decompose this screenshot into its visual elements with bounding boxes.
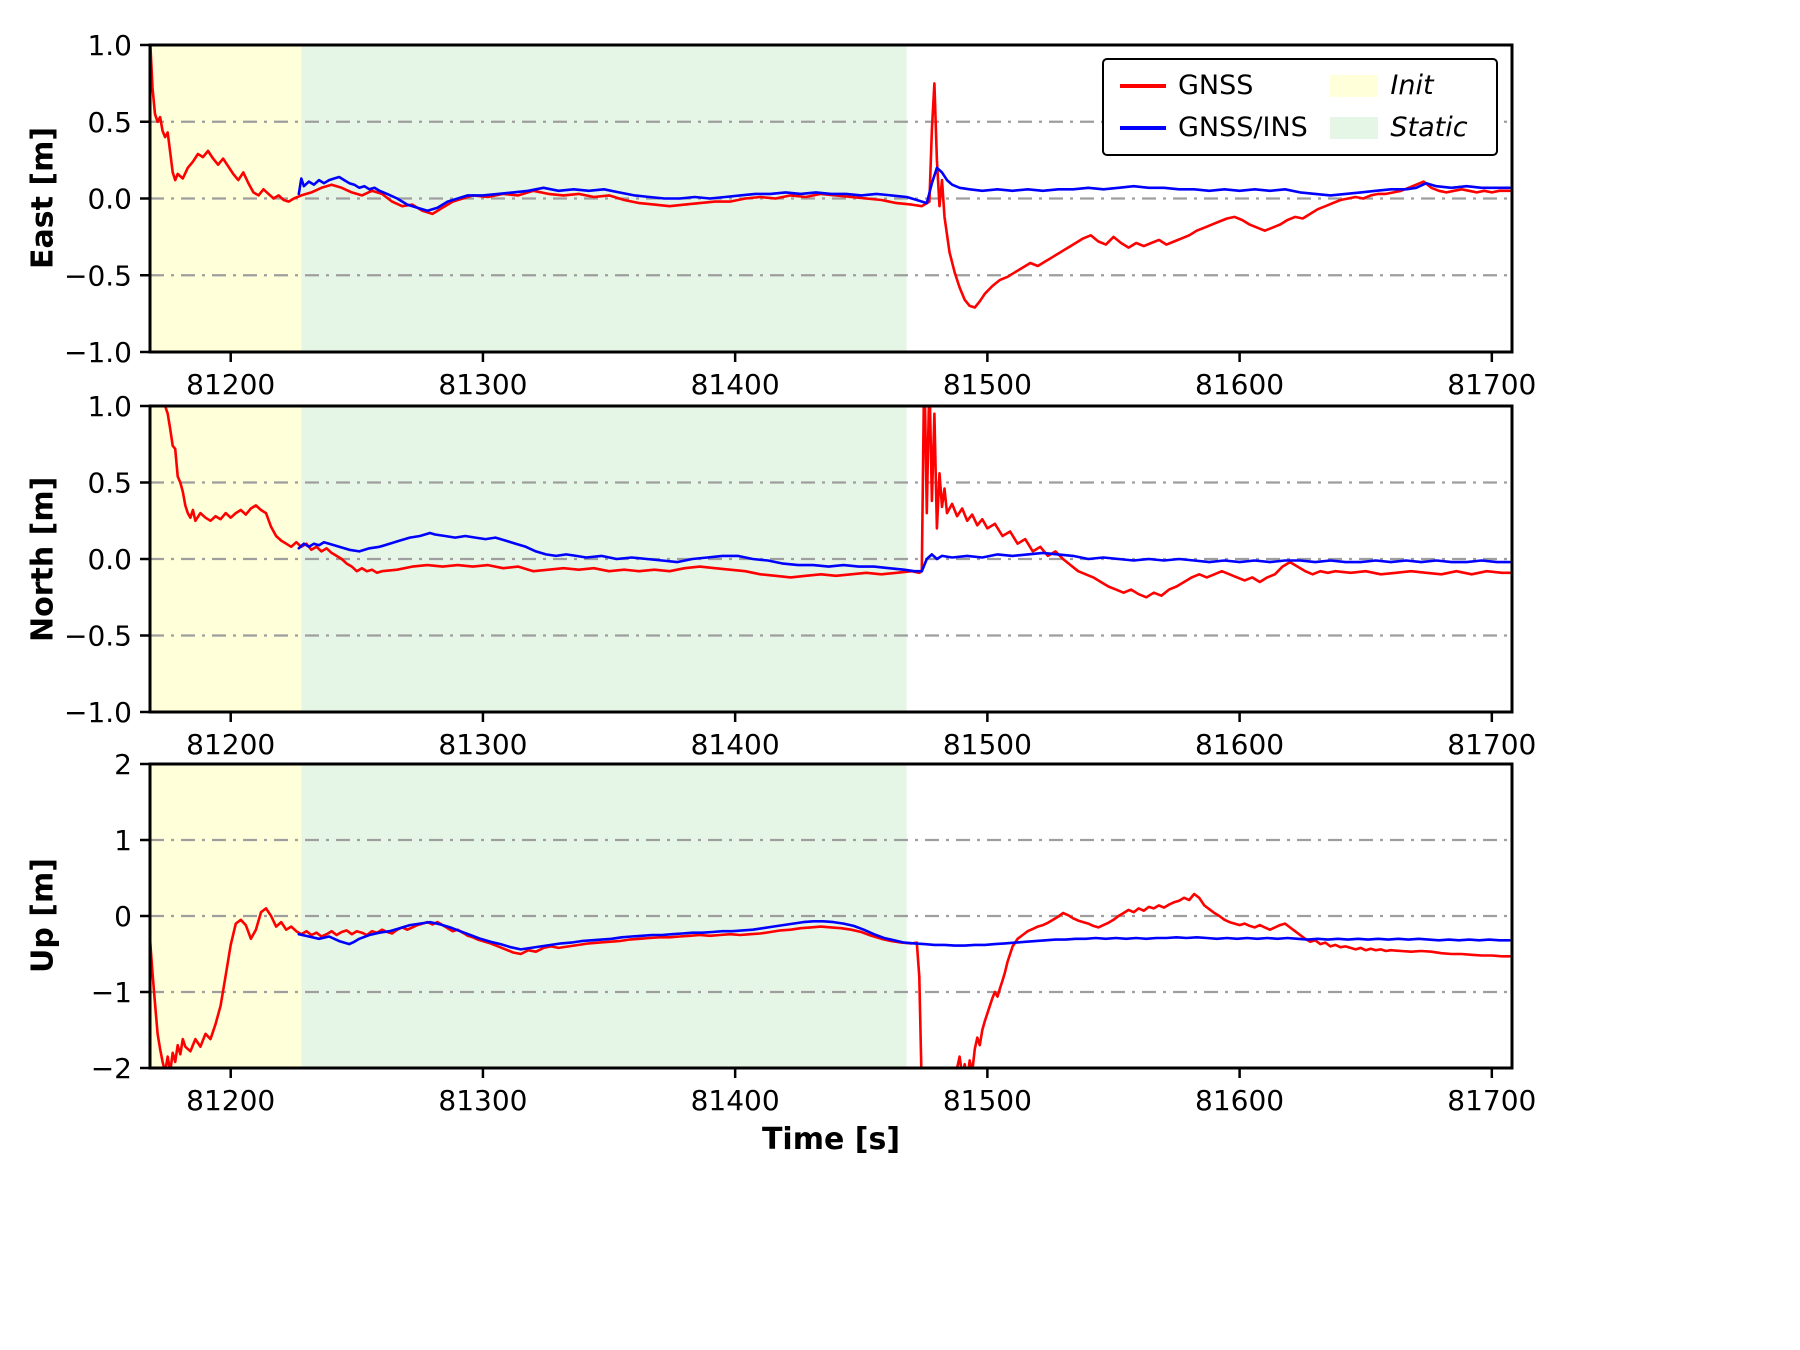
y-tick-label: −0.5 (64, 620, 132, 653)
panel-2: 81200 81300 81400 81500 81600 81700 2 1 0 −1 −2 (91, 748, 1537, 1117)
x-tick-label: 81500 (943, 728, 1032, 761)
static-patch-swatch (1330, 116, 1379, 139)
series-gnss-ins (297, 919, 1511, 951)
legend-item-gnss: GNSS (1120, 69, 1322, 103)
x-tick-label: 81400 (691, 1084, 780, 1117)
y-tick-label: −1 (91, 976, 132, 1009)
y-tick-label: −0.5 (64, 259, 132, 292)
legend-label-gnss-ins: GNSS/INS (1178, 111, 1308, 143)
x-tick-label: 81600 (1195, 368, 1284, 401)
x-tick-label: 81400 (691, 368, 780, 401)
legend-item-static: Static (1330, 111, 1480, 145)
x-axis-label: Time [s] (761, 1122, 901, 1157)
y-axis-label-east: East [m] (25, 126, 61, 270)
x-tick-label: 81700 (1447, 368, 1536, 401)
legend: GNSS Init GNSS/INS Static (1102, 58, 1498, 156)
x-tick-label: 81200 (186, 368, 275, 401)
panel-0: 81200 81300 81400 81500 81600 81700 1.0 0.5 0.0 −… (64, 29, 1536, 401)
series-gnss (150, 45, 1511, 309)
y-tick-label: −2 (91, 1052, 132, 1085)
x-tick-label: 81600 (1195, 728, 1284, 761)
y-tick-label: 1.0 (87, 390, 132, 423)
y-tick-label: 0.5 (87, 467, 132, 500)
x-tick-label: 81500 (943, 1084, 1032, 1117)
x-tick-label: 81300 (438, 728, 527, 761)
y-tick-label: 0.5 (87, 106, 132, 139)
x-tick-label: 81300 (438, 1084, 527, 1117)
x-tick-label: 81700 (1447, 1084, 1536, 1117)
init-patch-swatch (1330, 74, 1379, 97)
x-tick-label: 81600 (1195, 1084, 1284, 1117)
x-tick-label: 81400 (691, 728, 780, 761)
x-tick-label: 81500 (943, 368, 1032, 401)
legend-label-static: Static (1390, 111, 1468, 143)
x-tick-label: 81300 (438, 368, 527, 401)
y-tick-label: 1.0 (87, 29, 132, 62)
y-tick-label: 0 (114, 900, 132, 933)
x-tick-label: 81200 (186, 1084, 275, 1117)
legend-item-gnss-ins: GNSS/INS (1120, 111, 1322, 145)
panel-1: 81200 81300 81400 81500 81600 81700 1.0 0.5 0.0 −… (64, 390, 1536, 761)
legend-label-gnss: GNSS (1178, 70, 1254, 101)
legend-label-init: Init (1390, 70, 1434, 101)
gnss-ins-line-swatch (1120, 125, 1166, 130)
y-tick-label: 0.0 (87, 543, 132, 576)
y-tick-label: −1.0 (64, 696, 132, 729)
y-tick-label: 2 (114, 748, 132, 781)
y-axis-label-north: North [m] (25, 476, 61, 642)
series-gnss (163, 406, 1511, 599)
x-tick-label: 81200 (186, 728, 275, 761)
y-axis-label-up: Up [m] (25, 858, 61, 974)
y-tick-label: 1 (114, 824, 132, 857)
series-gnss-ins (297, 166, 1511, 213)
y-tick-label: 0.0 (87, 183, 132, 216)
gnss-line-swatch (1120, 83, 1166, 88)
series-gnss-ins (297, 531, 1511, 573)
y-tick-label: −1.0 (64, 336, 132, 369)
legend-item-init: Init (1330, 69, 1480, 103)
x-tick-label: 81700 (1447, 728, 1536, 761)
